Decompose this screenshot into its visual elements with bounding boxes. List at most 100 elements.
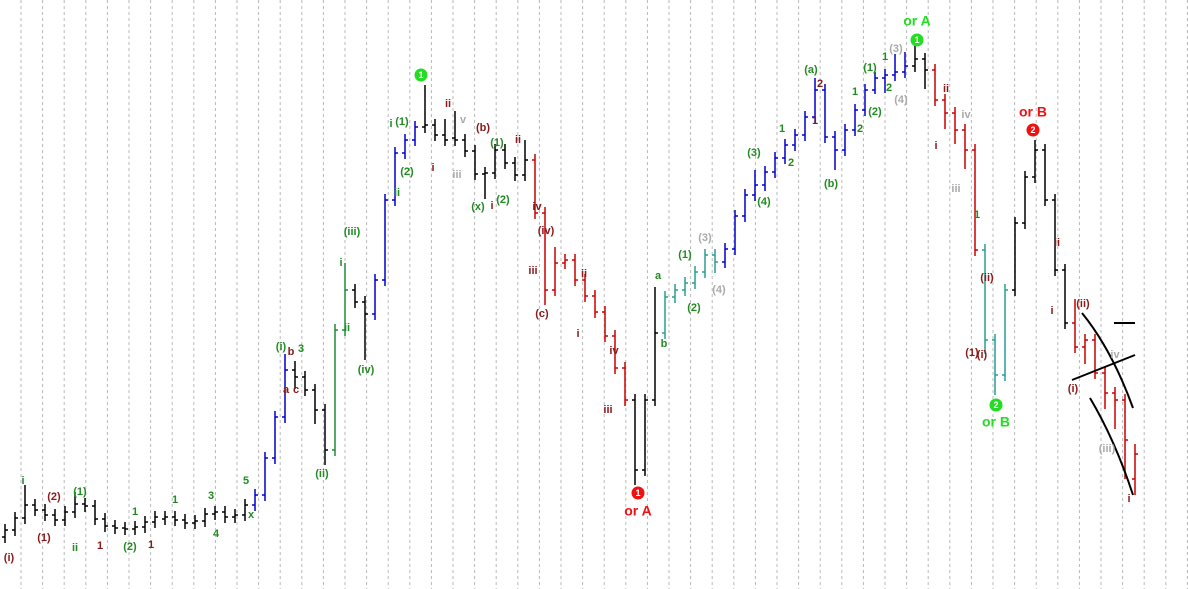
- ohlc-bar: [1112, 387, 1118, 429]
- wave-label: (1): [490, 137, 504, 149]
- ohlc-bar: [742, 189, 748, 222]
- ohlc-bar: [952, 107, 958, 144]
- wave-marker: [414, 68, 428, 82]
- wave-label: i: [490, 200, 493, 212]
- ohlc-bar: [242, 499, 248, 521]
- wave-label: (1): [395, 116, 409, 128]
- wave-label: 1: [779, 123, 785, 135]
- ohlc-bar: [1032, 140, 1038, 183]
- ohlc-bar: [612, 330, 618, 374]
- ohlc-bar: [42, 504, 48, 521]
- wave-marker: [989, 398, 1003, 412]
- wave-label: (3): [889, 43, 903, 55]
- wave-label: i: [21, 475, 24, 487]
- ohlc-bar: [252, 489, 258, 511]
- wave-label: iv: [609, 345, 619, 357]
- ohlc-bar: [482, 167, 488, 199]
- ohlc-bar: [552, 247, 558, 296]
- ohlc-bar: [302, 371, 308, 396]
- ohlc-bar: [232, 509, 238, 523]
- ohlc-bar: [652, 287, 658, 406]
- ohlc-bar: [892, 54, 898, 81]
- ohlc-bar: [822, 84, 828, 143]
- ohlc-bar: [842, 124, 848, 156]
- ohlc-bar: [1062, 264, 1068, 329]
- wave-label: 1: [148, 539, 154, 551]
- ohlc-bar: [62, 506, 68, 526]
- wave-label: or A: [903, 13, 930, 29]
- ohlc-bar: [32, 499, 38, 516]
- wave-label: iii: [603, 404, 612, 416]
- wave-label: 1: [882, 51, 888, 63]
- wave-label: (1): [678, 249, 692, 261]
- wave-label: 1: [852, 86, 858, 98]
- ohlc-bar: [862, 84, 868, 116]
- ohlc-bar: [142, 516, 148, 533]
- ohlc-bar: [882, 69, 888, 93]
- wave-label: 1: [132, 506, 138, 518]
- ohlc-bar: [412, 121, 418, 146]
- wave-label: (ii): [1076, 298, 1090, 310]
- ohlc-bar: [562, 254, 568, 269]
- wave-label: ii: [515, 134, 521, 146]
- wave-label: or A: [624, 503, 651, 519]
- wave-label: 1: [97, 540, 103, 552]
- wave-label: i: [1127, 493, 1130, 505]
- wave-label: 3: [298, 343, 304, 355]
- ohlc-bar: [1052, 194, 1058, 276]
- ohlc-bar: [1082, 334, 1088, 364]
- ohlc-bar: [772, 152, 778, 178]
- wave-label: i: [576, 328, 579, 340]
- trendline: [1089, 397, 1134, 496]
- wave-label: v: [460, 114, 467, 126]
- wave-label: ii: [72, 542, 78, 554]
- wave-label: iii: [452, 169, 461, 181]
- ohlc-bar: [262, 452, 268, 501]
- ohlc-bar: [272, 411, 278, 464]
- wave-label: 2: [817, 78, 823, 90]
- wave-label: (3): [747, 147, 761, 159]
- wave-label: i: [1050, 305, 1053, 317]
- wave-label: ii: [1054, 237, 1060, 249]
- wave-label: iii: [528, 265, 537, 277]
- ohlc-bar: [692, 266, 698, 289]
- wave-marker: [631, 486, 645, 500]
- ohlc-bar: [792, 129, 798, 151]
- trendline: [1081, 312, 1134, 409]
- wave-label: (4): [712, 284, 726, 296]
- wave-label: 2: [857, 123, 863, 135]
- wave-label: 4: [213, 528, 220, 540]
- ohlc-bar: [932, 64, 938, 106]
- ohlc-bar: [702, 249, 708, 278]
- ohlc-bar: [382, 194, 388, 286]
- ohlc-bar: [1072, 299, 1078, 353]
- wave-label: ii: [445, 98, 451, 110]
- wave-label: (4): [894, 94, 908, 106]
- ohlc-bar: [942, 94, 948, 129]
- ohlc-bar: [492, 144, 498, 179]
- ohlc-bar: [712, 249, 718, 273]
- wave-label: iv: [1110, 349, 1120, 361]
- wave-label: iii: [951, 183, 960, 195]
- ohlc-bar: [222, 506, 228, 523]
- ohlc-bar: [872, 72, 878, 94]
- trendlines: [1071, 312, 1136, 496]
- wave-label: i: [389, 118, 392, 130]
- ohlc-bar: [592, 290, 598, 318]
- ohlc-bar: [152, 511, 158, 528]
- ohlc-bar: [1132, 444, 1138, 495]
- ohlc-bar: [332, 324, 338, 456]
- ohlc-bar: [542, 207, 548, 305]
- wave-label: or B: [982, 414, 1010, 430]
- wave-label: (iv): [358, 364, 375, 376]
- wave-label: (4): [757, 196, 771, 208]
- ohlc-bar: [752, 170, 758, 201]
- wave-label: 1: [974, 209, 980, 221]
- wave-label: ii: [581, 268, 587, 280]
- wave-label: (1): [863, 62, 877, 74]
- wave-label: (1): [37, 532, 51, 544]
- wave-marker-label: 1: [914, 35, 919, 45]
- ohlc-bar: [82, 498, 88, 512]
